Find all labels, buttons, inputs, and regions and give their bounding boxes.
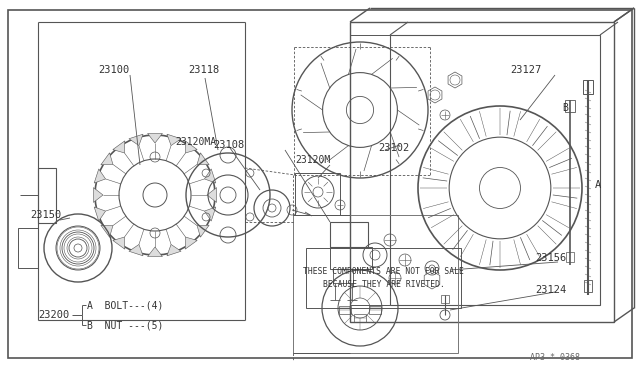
Polygon shape <box>113 141 125 153</box>
Bar <box>18 228 38 268</box>
Text: 23120M: 23120M <box>295 155 330 165</box>
Polygon shape <box>204 207 216 221</box>
Text: 23156: 23156 <box>535 253 566 263</box>
Bar <box>354 314 366 322</box>
Bar <box>583 80 593 94</box>
Bar <box>369 306 381 314</box>
Polygon shape <box>148 247 163 257</box>
Polygon shape <box>94 207 106 221</box>
Bar <box>330 247 372 269</box>
Bar <box>38 168 56 223</box>
Polygon shape <box>207 187 216 202</box>
Polygon shape <box>129 244 143 256</box>
Text: 23118: 23118 <box>188 65 220 75</box>
Bar <box>390 35 600 305</box>
Polygon shape <box>185 141 197 153</box>
Text: 23120MA: 23120MA <box>175 137 216 147</box>
Polygon shape <box>167 244 181 256</box>
Bar <box>584 280 592 292</box>
Bar <box>293 215 458 353</box>
Bar <box>330 222 368 247</box>
Polygon shape <box>204 169 216 183</box>
Text: 23102: 23102 <box>378 143 409 153</box>
Polygon shape <box>93 187 103 202</box>
Polygon shape <box>101 225 113 237</box>
Text: A: A <box>595 180 601 190</box>
Text: A  BOLT---(4): A BOLT---(4) <box>87 300 163 310</box>
Text: 23150: 23150 <box>30 210 61 220</box>
Bar <box>441 295 449 303</box>
Polygon shape <box>129 134 143 145</box>
Polygon shape <box>197 153 209 165</box>
Bar <box>350 22 614 322</box>
Text: 23200: 23200 <box>38 310 69 320</box>
Bar <box>566 252 574 262</box>
Text: THESE COMPONENTS ARE NOT FOR SALE
BECAUSE THEY ARE RIVETED.: THESE COMPONENTS ARE NOT FOR SALE BECAUS… <box>303 267 464 289</box>
Text: 23127: 23127 <box>510 65 541 75</box>
Polygon shape <box>148 134 163 143</box>
Polygon shape <box>167 134 181 145</box>
Text: 23100: 23100 <box>98 65 129 75</box>
Polygon shape <box>185 237 197 249</box>
Bar <box>306 248 461 308</box>
Polygon shape <box>197 225 209 237</box>
Polygon shape <box>101 153 113 165</box>
Polygon shape <box>94 169 106 183</box>
Text: 23124: 23124 <box>535 285 566 295</box>
Polygon shape <box>113 237 125 249</box>
Bar <box>339 306 351 314</box>
Text: B  NUT ---(5): B NUT ---(5) <box>87 320 163 330</box>
Text: AP3 * 0368: AP3 * 0368 <box>530 353 580 362</box>
Text: B: B <box>562 103 568 113</box>
Bar <box>333 269 353 283</box>
Text: 23108: 23108 <box>214 140 245 150</box>
Bar <box>565 100 575 112</box>
